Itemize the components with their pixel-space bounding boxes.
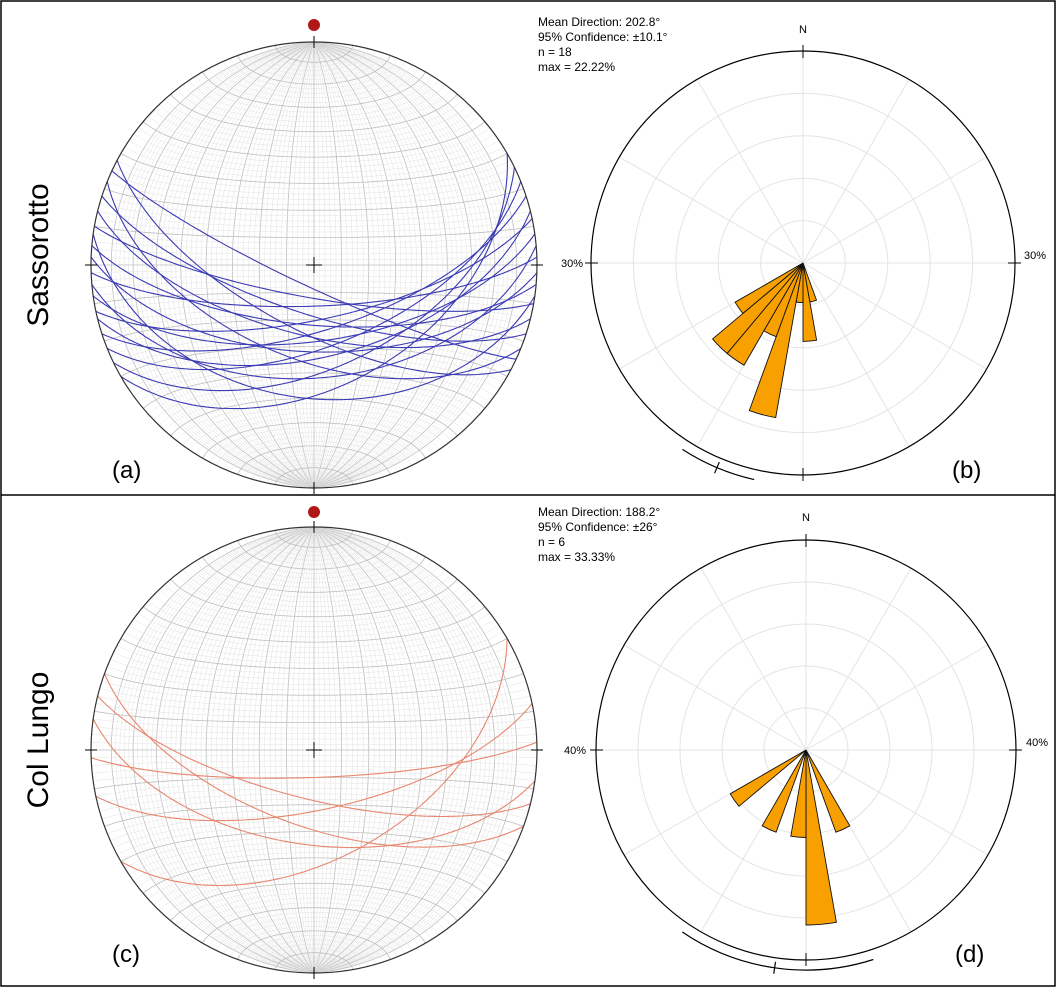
site-label: Col Lungo [22,672,55,809]
great-circles [91,638,537,887]
great-circle [116,160,512,376]
max-percent: max = 33.33% [538,550,615,564]
rose-petal [729,749,807,807]
panel-letter-rose: (b) [952,457,981,484]
ring-label-east: 30% [1024,250,1046,262]
rose-statistics: Mean Direction: 202.8° 95% Confidence: ±… [538,15,668,74]
edge-ticks [85,521,543,979]
rose-spoke [623,644,807,751]
great-circle [95,703,533,822]
rose-spoke [696,79,804,264]
great-circle [120,638,508,887]
rose-statistics: Mean Direction: 188.2° 95% Confidence: ±… [538,505,660,564]
rose-spoke [802,262,987,370]
great-circle [92,233,536,346]
ring-label-east: 40% [1026,737,1048,749]
rose-spoke [805,567,912,751]
stereonet [85,506,543,979]
great-circle [97,210,531,367]
center-cross [306,742,322,758]
great-circle [113,167,515,392]
panel-letter-net: (c) [112,941,140,968]
panel-letter-rose: (d) [955,941,984,968]
confidence: 95% Confidence: ±10.1° [538,30,668,44]
rose-petal [805,749,837,926]
great-circle [92,718,536,849]
rose-ticks [585,45,1021,481]
great-circle [101,195,527,342]
great-circle [97,210,531,349]
site-label: Sassorotto [22,183,55,326]
confidence-arc [682,448,755,481]
great-circle [91,741,537,779]
sample-count: n = 6 [538,535,565,549]
north-label: N [802,512,810,524]
confidence-arc [681,931,874,974]
mean-direction: Mean Direction: 202.8° [538,15,660,29]
mean-direction-tick [714,461,720,474]
rose-diagram: N 30% 30% [561,24,1046,481]
sample-count: n = 18 [538,45,572,59]
great-circle [103,673,524,848]
great-circle [92,233,536,401]
great-circle [91,245,537,380]
rose-petal [790,749,807,838]
edge-ticks [85,36,543,494]
mean-direction-tick [773,961,777,974]
panel-sassorotto: Sassorotto (a) Mean Direction: 202.8° 95… [22,15,1046,494]
pole-marker [308,19,320,31]
rose-spoke [805,644,989,751]
pole-marker [308,506,320,518]
great-circle [101,195,527,352]
rose-grid [591,51,1015,475]
rose-grid [596,540,1016,960]
rose-petal [761,749,807,833]
panel-col-lungo: Col Lungo (c) Mean Direction: 188.2° 95%… [22,505,1048,979]
great-circle [111,170,517,360]
rose-ticks [590,534,1022,966]
stereonet [85,19,543,494]
great-circle [91,245,537,328]
rose-petals [729,749,851,926]
rose-spoke [700,567,807,751]
rose-spoke [802,262,910,447]
north-label: N [799,24,807,36]
rose-petals [711,262,818,419]
great-circle [91,256,537,353]
rose-spoke [619,156,804,264]
max-percent: max = 22.22% [538,60,615,74]
rose-petal [711,262,804,355]
rose-petal [805,749,851,833]
great-circle [91,256,537,308]
ring-label-west: 40% [564,745,586,757]
panel-letter-net: (a) [112,457,141,484]
stereonet-grid [91,527,537,973]
rose-petal [734,262,804,315]
rose-spoke [805,749,989,856]
great-circle [106,181,522,371]
rose-spoke [802,156,987,264]
ring-label-west: 30% [561,258,583,270]
rose-petal [802,262,818,303]
great-circle [94,225,534,312]
great-circles [91,153,537,410]
mean-direction: Mean Direction: 188.2° [538,505,660,519]
center-cross [306,257,322,273]
confidence: 95% Confidence: ±26° [538,520,658,534]
great-circle [106,181,522,380]
rose-spoke [802,79,910,264]
rose-petal [748,262,804,419]
rose-diagram: N 40% 40% [564,512,1048,974]
stereonet-grid [91,42,537,488]
great-circle [95,218,533,332]
great-circle [97,695,531,818]
